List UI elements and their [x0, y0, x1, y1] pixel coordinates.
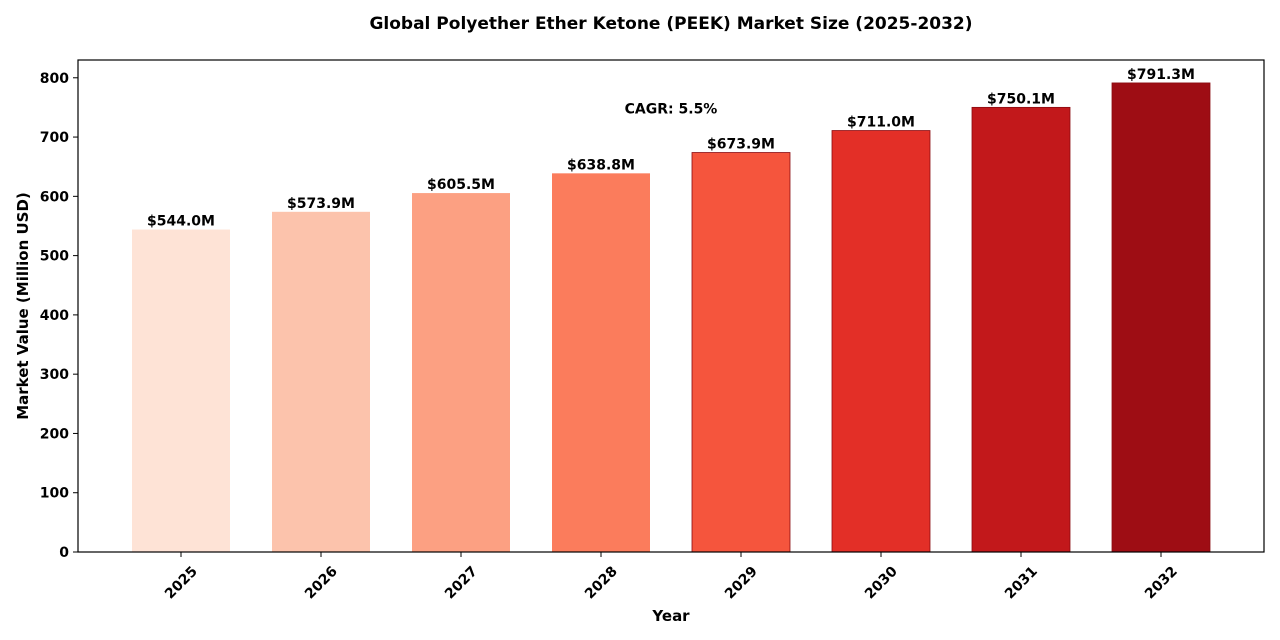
bar-2025: [132, 229, 230, 552]
x-tick-label-2031: 2031: [1002, 564, 1041, 603]
x-tick-label-2032: 2032: [1142, 564, 1181, 603]
bar-2031: [971, 106, 1071, 553]
cagr-annotation: CAGR: 5.5%: [625, 101, 718, 117]
bar-2026: [272, 211, 370, 553]
data-label-2029: $673.9M: [707, 137, 775, 153]
y-tick-label-200: 200: [40, 426, 69, 442]
x-tick-label-2030: 2030: [862, 563, 901, 602]
y-tick-label-0: 0: [59, 545, 69, 561]
y-tick-label-300: 300: [40, 367, 69, 383]
bar-2029: [691, 152, 791, 553]
bar-2032: [1111, 82, 1211, 553]
x-axis-ticks: 2025 2026 2027 2028 2029 2030 2031 2032: [162, 552, 1181, 602]
y-tick-label-600: 600: [40, 189, 69, 205]
bars-layer: [132, 82, 1211, 553]
y-tick-label-500: 500: [40, 249, 69, 265]
chart-title: Global Polyether Ether Ketone (PEEK) Mar…: [369, 14, 972, 34]
x-tick-label-2029: 2029: [722, 564, 761, 603]
y-axis-title: Market Value (Million USD): [14, 192, 32, 420]
data-label-2025: $544.0M: [147, 214, 215, 230]
plot-frame: [77, 59, 1265, 553]
data-label-2027: $605.5M: [427, 177, 495, 193]
y-tick-label-400: 400: [40, 308, 69, 324]
bar-2030: [831, 130, 931, 553]
x-tick-label-2026: 2026: [302, 564, 341, 603]
data-label-2030: $711.0M: [847, 115, 915, 131]
data-labels-layer: $544.0M $573.9M $605.5M $638.8M $673.9M $711.…: [147, 67, 1195, 230]
data-label-2026: $573.9M: [287, 196, 355, 212]
data-label-2032: $791.3M: [1127, 67, 1195, 83]
y-axis-ticks: 0 100 200 300 400 500 600 700 800: [40, 71, 78, 561]
bar-2028: [552, 173, 650, 552]
bar-2027: [412, 193, 510, 553]
y-tick-label-800: 800: [40, 71, 69, 87]
data-label-2031: $750.1M: [987, 91, 1055, 107]
y-tick-label-100: 100: [40, 486, 69, 502]
x-axis-title: Year: [651, 607, 690, 625]
x-tick-label-2027: 2027: [442, 564, 481, 603]
y-tick-label-700: 700: [40, 130, 69, 146]
x-tick-label-2028: 2028: [582, 564, 621, 603]
data-label-2028: $638.8M: [567, 157, 635, 173]
x-tick-label-2025: 2025: [162, 564, 201, 603]
